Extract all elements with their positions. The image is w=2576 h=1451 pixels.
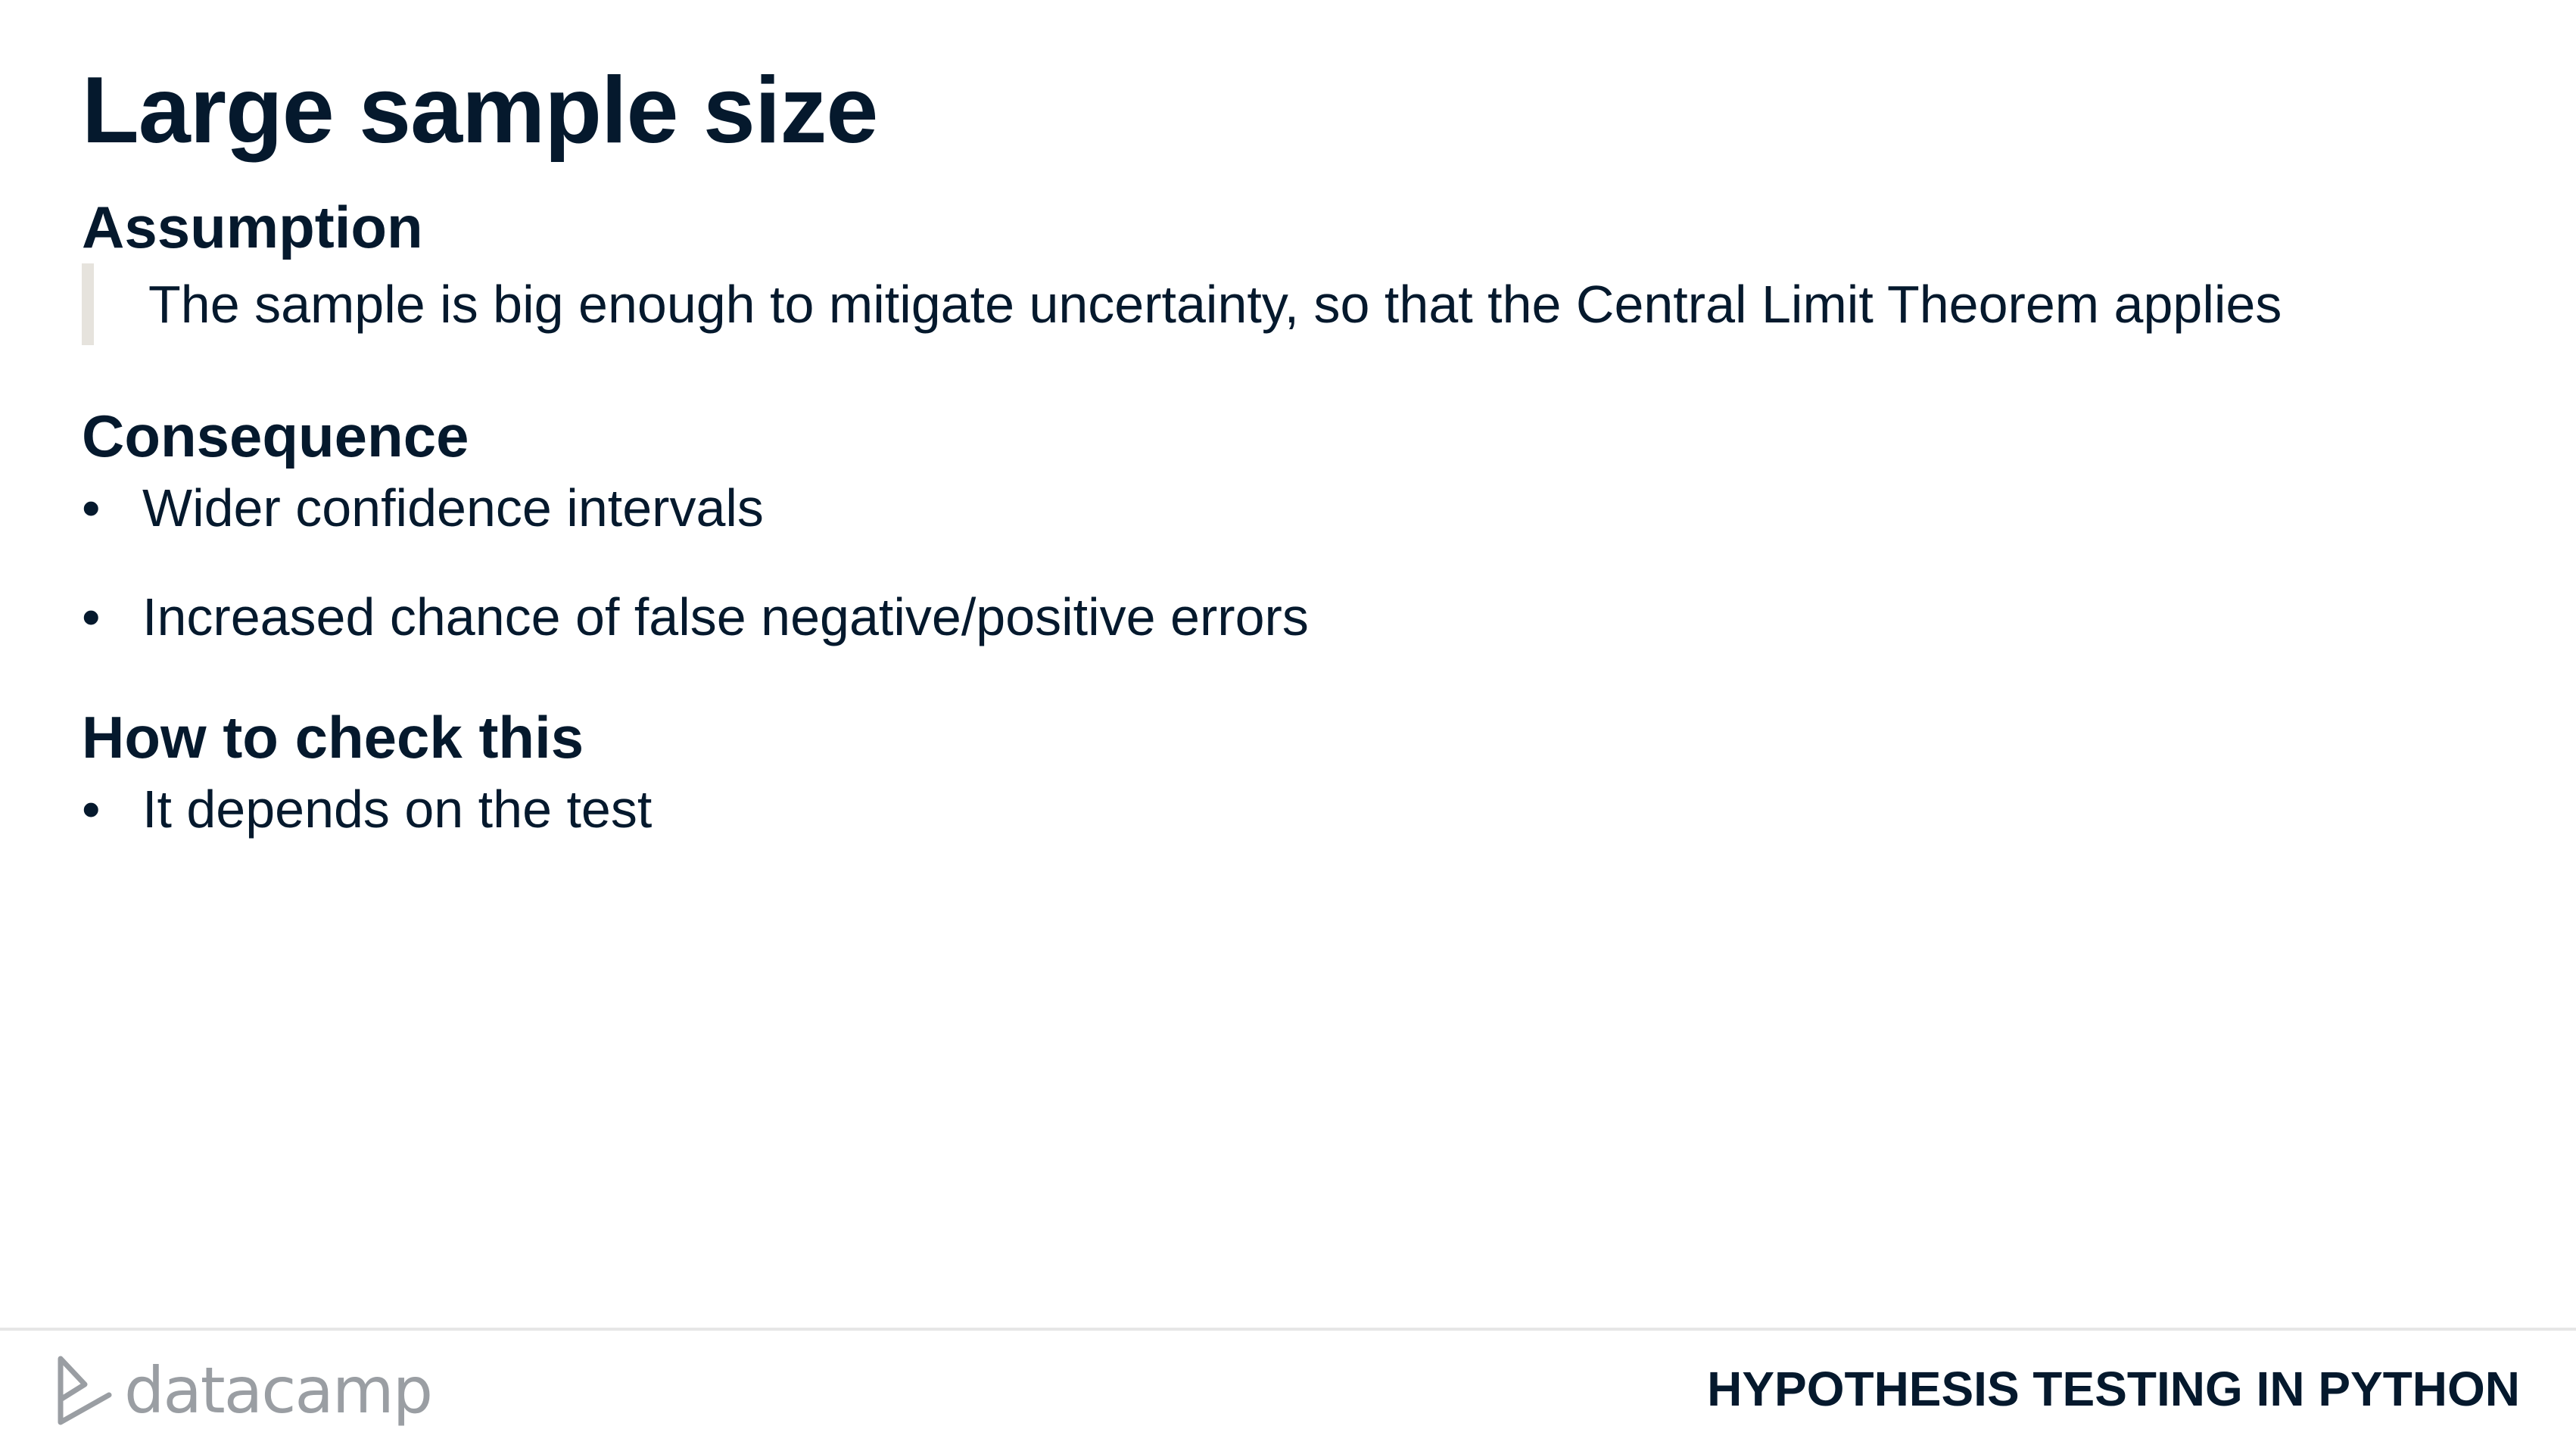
bullet-icon: •	[82, 478, 101, 537]
bullet-icon: •	[82, 587, 101, 646]
list-item-text: It depends on the test	[142, 780, 653, 839]
page-title: Large sample size	[82, 58, 878, 163]
bullet-icon: •	[82, 780, 101, 839]
datacamp-logo: datacamp	[53, 1349, 433, 1432]
consequence-heading: Consequence	[82, 403, 469, 469]
assumption-text: The sample is big enough to mitigate unc…	[148, 275, 2282, 334]
course-title: HYPOTHESIS TESTING IN PYTHON	[1707, 1362, 2520, 1416]
list-item: • Wider confidence intervals	[82, 474, 764, 543]
footer-divider	[0, 1328, 2576, 1331]
list-item: • Increased chance of false negative/posi…	[82, 583, 1309, 652]
datacamp-logo-icon	[58, 1356, 112, 1425]
list-item-text: Increased chance of false negative/posit…	[142, 587, 1309, 646]
check-heading: How to check this	[82, 704, 584, 771]
list-item-text: Wider confidence intervals	[142, 478, 764, 537]
list-item: • It depends on the test	[82, 775, 652, 844]
assumption-quote: The sample is big enough to mitigate unc…	[82, 263, 2282, 345]
assumption-heading: Assumption	[82, 194, 423, 260]
brand-name: datacamp	[124, 1353, 433, 1428]
